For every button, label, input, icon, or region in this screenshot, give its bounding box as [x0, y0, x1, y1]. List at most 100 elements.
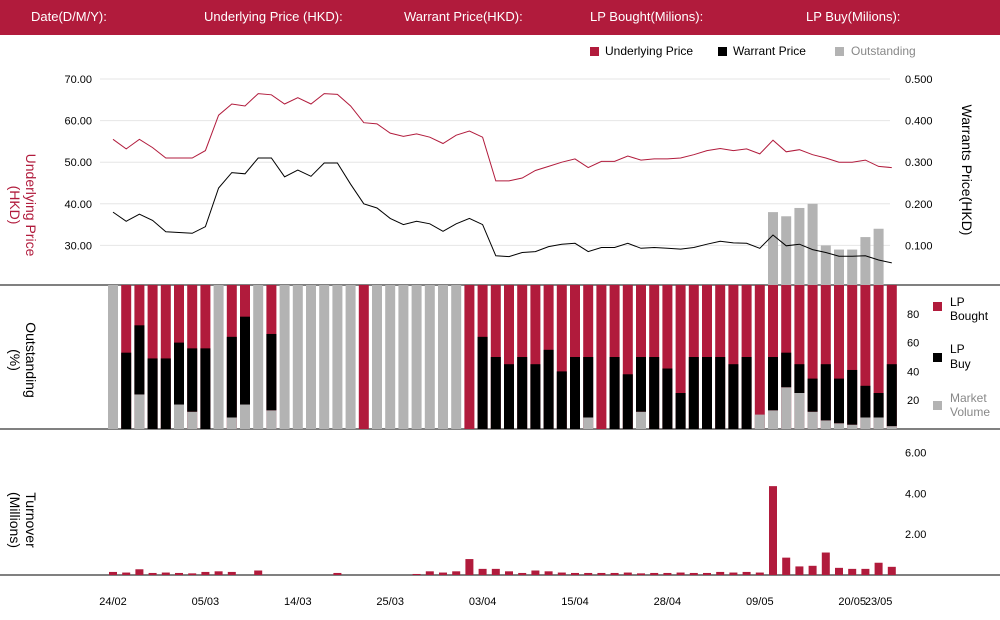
lp-buy-bar	[174, 342, 184, 405]
outstanding-bar	[794, 207, 805, 287]
outstanding-axis-title-line1: Outstanding	[23, 322, 39, 398]
lp-bought-bar	[794, 285, 805, 429]
x-axis-tick-label: 03/04	[469, 596, 497, 608]
bar-legend: LP Bought LP Buy Market Volume	[933, 295, 990, 419]
info-header: Date(D/M/Y): Underlying Price (HKD): War…	[0, 0, 1000, 35]
market-volume-bar	[319, 285, 330, 429]
market-volume-bar	[266, 410, 277, 429]
lp-buy-bar	[662, 368, 673, 429]
lp-bought-bar	[847, 285, 858, 429]
turnover-bar	[887, 566, 896, 575]
lp-buy-bar	[807, 378, 818, 412]
turnover-bar	[201, 571, 210, 575]
market-volume-bar	[398, 285, 409, 429]
turnover-bar	[571, 572, 579, 575]
lp-buy-bar	[794, 364, 805, 393]
market-volume-bar	[174, 404, 184, 429]
lp-bought-bar	[160, 285, 171, 429]
market-volume-bar	[385, 285, 396, 429]
left-axis-tick-label: 50.00	[64, 157, 92, 169]
date-label: Date(D/M/Y):	[31, 9, 107, 24]
turnover-bar	[835, 567, 843, 575]
outstanding-axis-tick-label: 60	[907, 338, 919, 350]
market-volume-bar	[438, 285, 448, 429]
lp-buy-bar	[860, 385, 871, 418]
x-axis-tick-label: 15/04	[561, 596, 589, 608]
market-volume-bar	[372, 285, 382, 429]
lp-buy-label: LP Buy(Milions):	[806, 9, 901, 24]
turnover-bar	[821, 552, 830, 575]
legend-swatch-warrant	[718, 47, 727, 56]
lp-buy-bar	[530, 364, 541, 429]
legend-lp-bought-line1: LP	[950, 295, 965, 309]
lp-buy-bar	[622, 374, 633, 429]
turnover-bar	[333, 572, 342, 575]
lp-buy-bar	[570, 357, 580, 429]
turnover-bar	[122, 572, 131, 575]
turnover-bar	[769, 486, 777, 575]
turnover-bar	[148, 572, 157, 575]
legend-underlying-text: Underlying Price	[605, 44, 693, 58]
market-volume-bar	[292, 285, 303, 429]
turnover-bar	[491, 568, 500, 575]
underlying-price-line	[112, 93, 892, 182]
lp-buy-bar	[688, 357, 699, 429]
turnover-bar	[703, 572, 711, 575]
turnover-bar	[531, 570, 540, 575]
lp-bought-bar	[834, 285, 844, 429]
legend-market-volume-line2: Volume	[950, 405, 990, 419]
lp-bought-bar	[358, 285, 369, 429]
turnover-bar	[518, 572, 527, 575]
turnover-bar	[597, 572, 606, 575]
market-volume-bar	[781, 387, 792, 429]
market-volume-bar	[345, 285, 356, 429]
outstanding-bar	[834, 249, 844, 287]
lp-buy-bar	[781, 352, 792, 388]
x-axis-tick-label: 14/03	[284, 596, 312, 608]
market-volume-bar	[834, 423, 844, 429]
market-volume-bar	[873, 417, 884, 429]
lp-bought-bar	[754, 285, 765, 429]
turnover-bar	[795, 566, 804, 575]
turnover-bar	[465, 559, 474, 575]
left-axis-tick-label: 70.00	[64, 74, 92, 86]
turnover-bar	[782, 557, 791, 575]
left-axis-tick-label: 60.00	[64, 116, 92, 128]
right-axis-tick-label: 0.400	[905, 116, 933, 128]
outstanding-bar	[820, 245, 831, 287]
lp-buy-bar	[121, 352, 132, 429]
x-axis-tick-label: 24/02	[99, 596, 127, 608]
lp-bought-label: LP Bought(Milions):	[590, 9, 704, 24]
market-volume-bar	[451, 285, 462, 429]
legend-swatch-market-volume	[933, 401, 942, 410]
lp-buy-bar	[873, 393, 884, 418]
lp-bought-bar	[556, 285, 567, 429]
lp-buy-bar	[517, 357, 528, 429]
right-axis-title: Warrants Price(HKD)	[959, 105, 975, 236]
legend-lp-bought-line2: Bought	[950, 309, 989, 323]
market-volume-bar	[240, 404, 250, 429]
turnover-bar	[109, 571, 117, 575]
outstanding-axis-tick-label: 20	[907, 395, 919, 407]
market-volume-bar	[820, 420, 831, 429]
lp-buy-bar	[490, 357, 501, 429]
lp-buy-bar	[556, 371, 567, 429]
lp-bought-bar	[530, 285, 541, 429]
market-volume-bar	[424, 285, 435, 429]
turnover-bar	[689, 572, 698, 575]
right-axis-tick-label: 0.200	[905, 199, 933, 211]
lp-buy-bar	[847, 369, 858, 425]
turnover-bar	[676, 572, 685, 575]
legend-outstanding-text: Outstanding	[851, 44, 916, 58]
market-volume-bar	[226, 417, 237, 429]
outstanding-axis-title-line2: (%)	[7, 349, 23, 371]
turnover-axis-tick-label: 4.00	[905, 488, 926, 500]
lp-buy-bar	[715, 357, 726, 429]
lp-buy-bar	[649, 357, 660, 429]
turnover-axis-title-line1: Turnover	[23, 492, 39, 548]
market-volume-bar	[279, 285, 290, 429]
market-volume-bar	[807, 411, 818, 429]
market-volume-bar	[636, 411, 646, 429]
market-volume-bar	[768, 410, 778, 429]
turnover-bar	[557, 572, 566, 575]
